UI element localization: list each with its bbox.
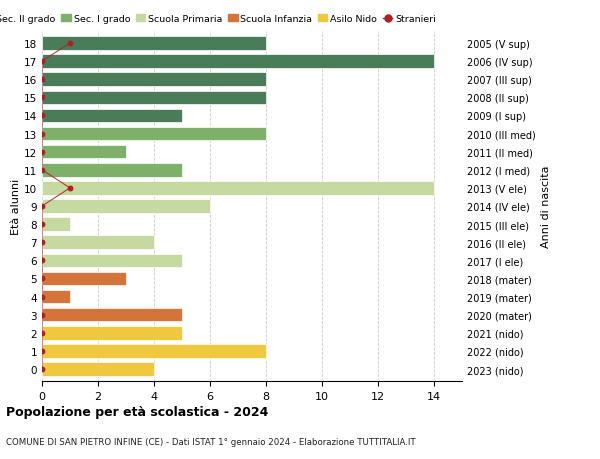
Point	[37, 203, 47, 210]
Point	[37, 311, 47, 319]
Bar	[42, 363, 154, 376]
Point	[37, 130, 47, 138]
Point	[37, 149, 47, 156]
Point	[37, 221, 47, 228]
Bar	[42, 128, 266, 141]
Point	[37, 58, 47, 66]
Bar	[42, 344, 266, 358]
Point	[37, 95, 47, 102]
Point	[37, 76, 47, 84]
Point	[65, 185, 75, 192]
Bar	[42, 37, 266, 50]
Bar	[42, 272, 126, 285]
Point	[37, 365, 47, 373]
Point	[37, 257, 47, 264]
Bar	[42, 254, 182, 268]
Text: COMUNE DI SAN PIETRO INFINE (CE) - Dati ISTAT 1° gennaio 2024 - Elaborazione TUT: COMUNE DI SAN PIETRO INFINE (CE) - Dati …	[6, 437, 416, 446]
Point	[37, 293, 47, 301]
Bar	[42, 55, 434, 69]
Bar	[42, 290, 70, 304]
Bar	[42, 163, 182, 177]
Text: Popolazione per età scolastica - 2024: Popolazione per età scolastica - 2024	[6, 405, 268, 419]
Y-axis label: Età alunni: Età alunni	[11, 179, 21, 235]
Bar	[42, 182, 434, 195]
Bar	[42, 218, 70, 231]
Point	[37, 112, 47, 120]
Point	[37, 239, 47, 246]
Bar	[42, 326, 182, 340]
Bar	[42, 109, 182, 123]
Bar	[42, 91, 266, 105]
Point	[37, 330, 47, 337]
Point	[65, 40, 75, 48]
Point	[37, 167, 47, 174]
Point	[37, 347, 47, 355]
Bar	[42, 73, 266, 87]
Bar	[42, 146, 126, 159]
Bar	[42, 200, 210, 213]
Y-axis label: Anni di nascita: Anni di nascita	[541, 165, 551, 248]
Bar	[42, 236, 154, 250]
Point	[37, 275, 47, 283]
Bar	[42, 308, 182, 322]
Legend: Sec. II grado, Sec. I grado, Scuola Primaria, Scuola Infanzia, Asilo Nido, Stran: Sec. II grado, Sec. I grado, Scuola Prim…	[0, 15, 436, 24]
